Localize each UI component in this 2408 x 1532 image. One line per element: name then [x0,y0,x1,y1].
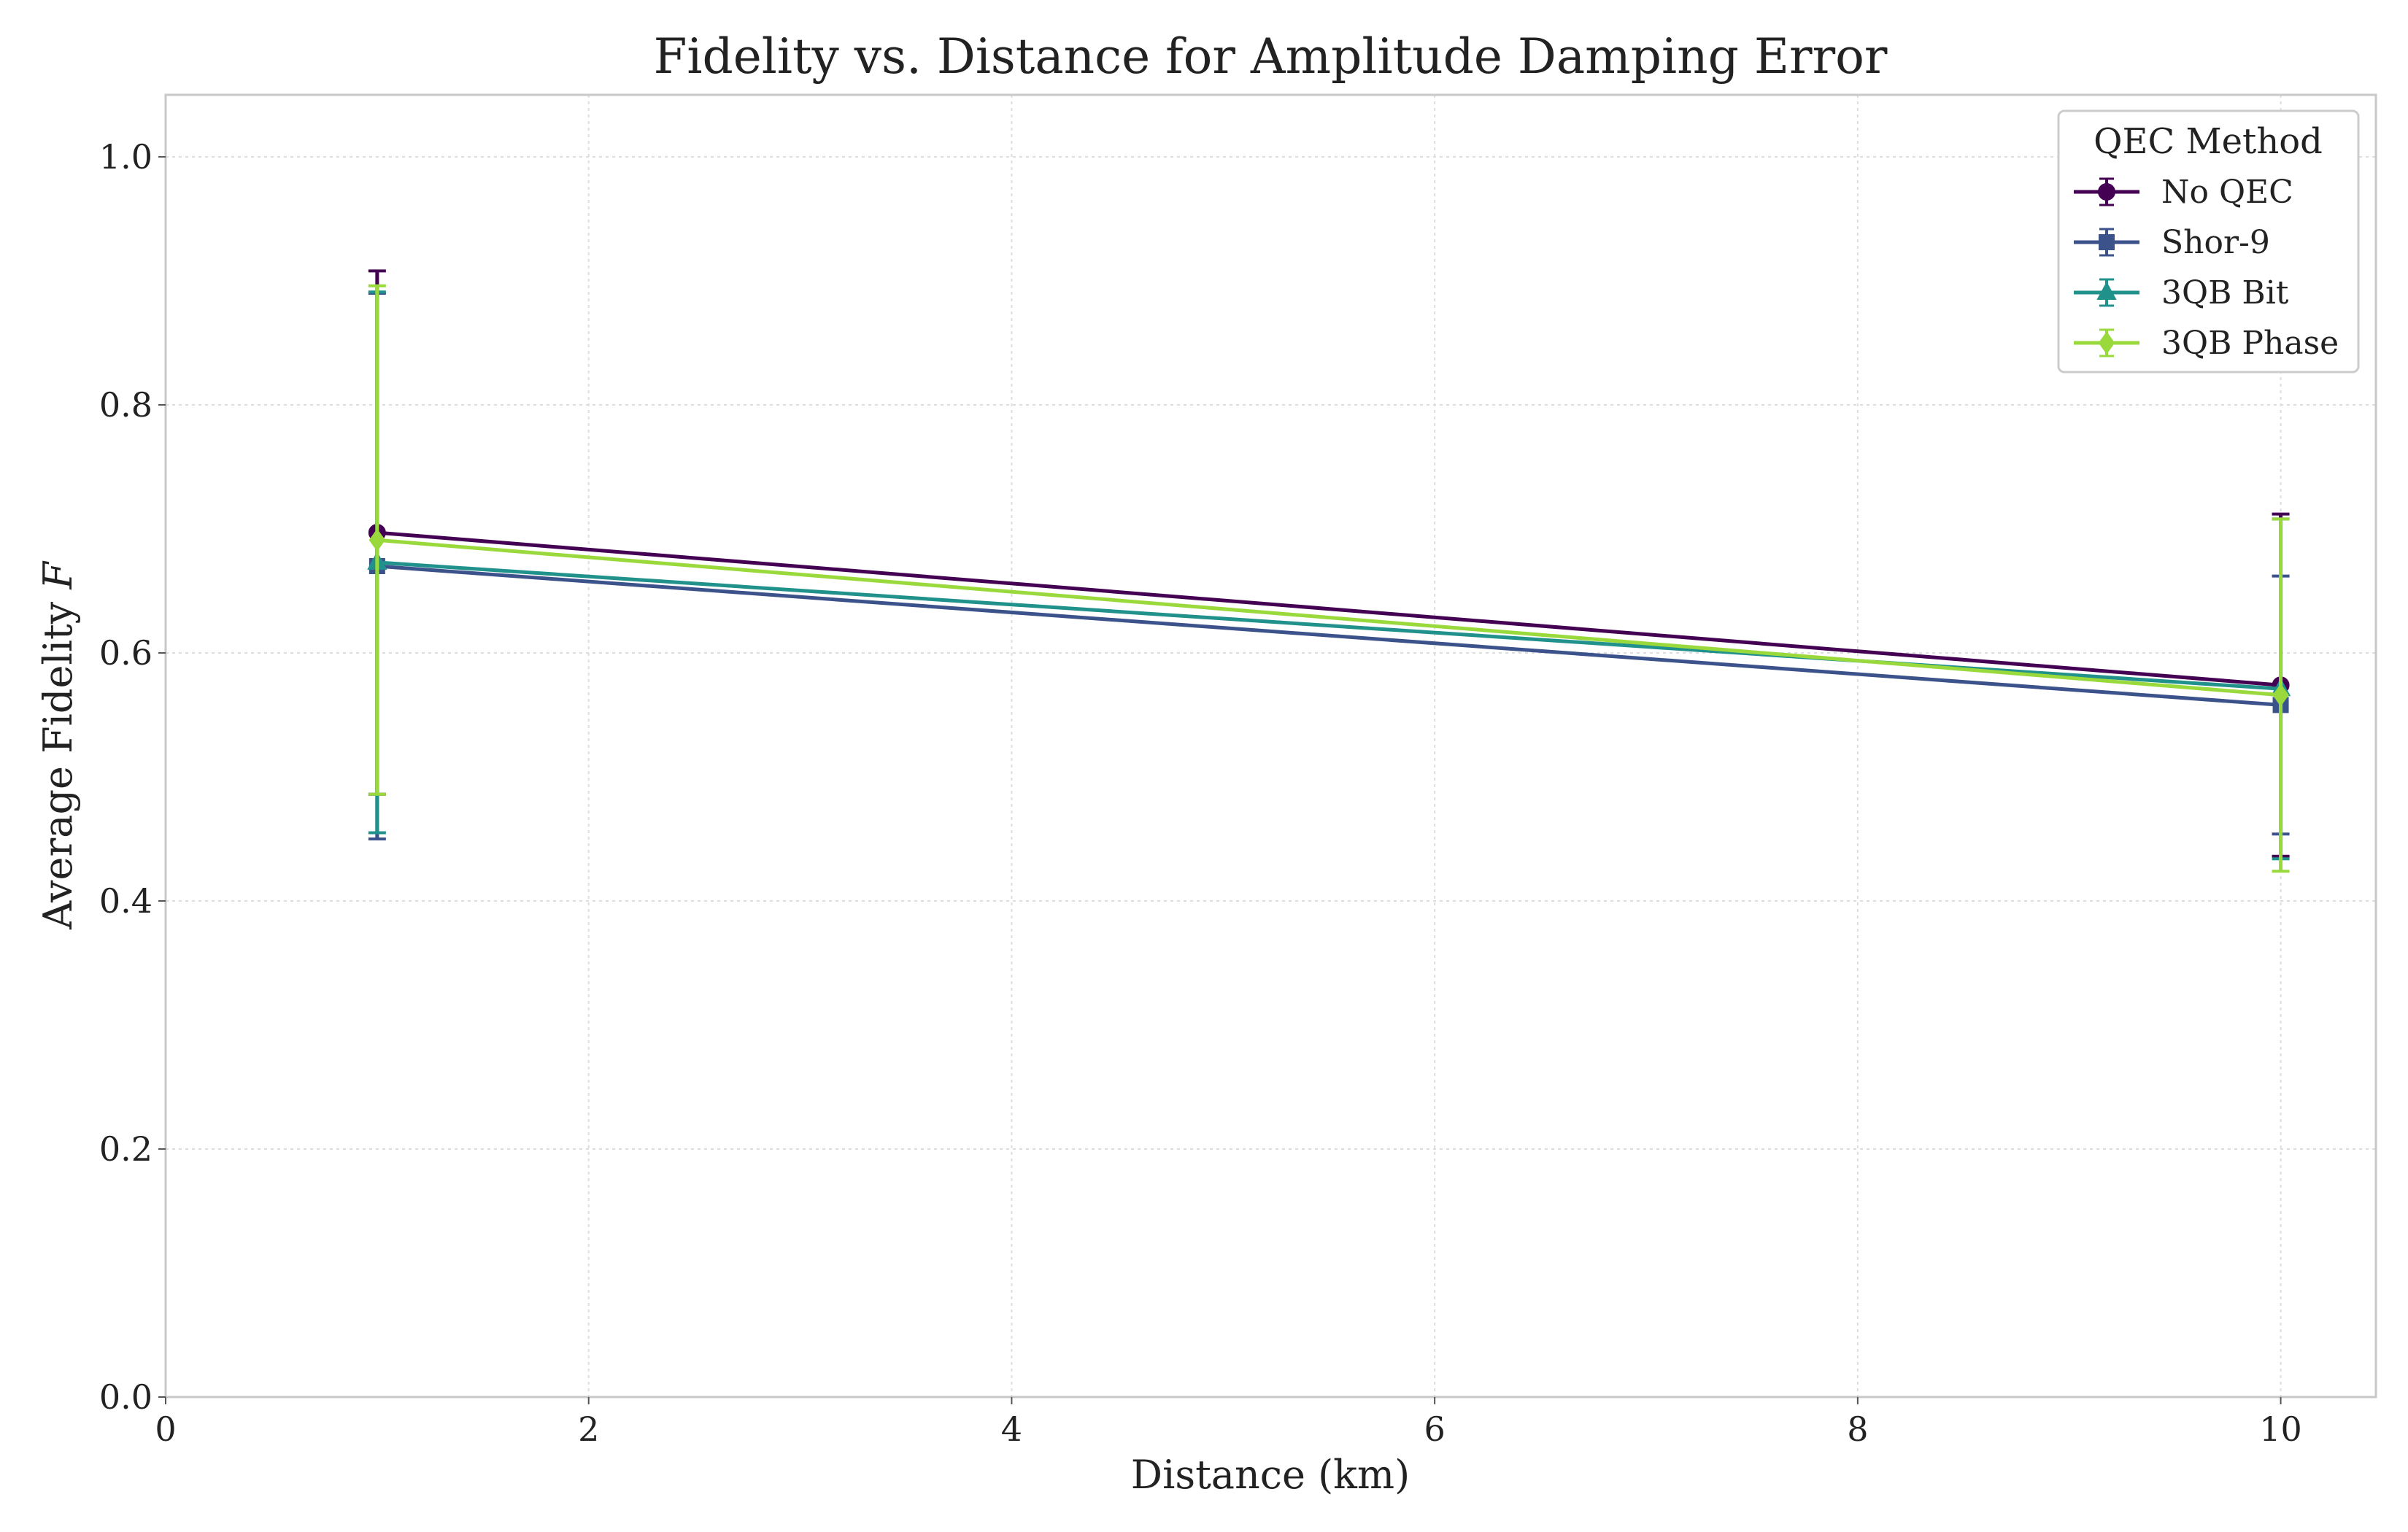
data-point [2272,684,2289,707]
y-tick-label: 0.0 [99,1377,153,1417]
legend-marker [2099,234,2115,250]
legend-marker [2096,281,2117,300]
x-tick-label: 10 [2259,1409,2302,1449]
series-line [377,564,2281,707]
y-axis-label: Average Fidelity F [35,560,81,930]
x-tick-label: 6 [1424,1409,1445,1449]
legend: QEC Method No QEC Shor-9 3QB Bit 3QB Phase [2057,109,2360,374]
legend-marker [2098,183,2115,201]
y-axis-label-symbol: F [35,560,81,590]
series-layer [367,269,2291,873]
legend-item: 3QB Bit [2074,274,2289,312]
y-tick-label: 1.0 [99,137,153,177]
plot-frame [164,93,2377,1398]
legend-item: 3QB Phase [2074,325,2339,362]
y-axis: 0.0 0.2 0.4 0.6 0.8 1.0 [99,137,166,1417]
grid [165,95,2376,1398]
legend-item: Shor-9 [2074,224,2270,261]
legend-marker [2098,331,2115,355]
legend-label: Shor-9 [2161,224,2270,261]
x-axis-label: Distance (km) [1131,1452,1410,1498]
series-3qb-phase [368,284,2290,873]
legend-label: 3QB Phase [2161,325,2339,362]
legend-box [2057,109,2360,374]
y-tick-label: 0.2 [99,1129,153,1169]
data-point [368,528,386,552]
x-tick-label: 8 [1847,1409,1868,1449]
legend-label: 3QB Bit [2161,274,2289,312]
series-shor-9 [368,292,2290,840]
x-axis: 0 2 4 6 8 10 [155,1397,2302,1449]
y-tick-label: 0.8 [99,385,153,425]
chart-title: Fidelity vs. Distance for Amplitude Damp… [654,28,1888,85]
legend-item: No QEC [2074,174,2293,211]
x-tick-label: 2 [578,1409,599,1449]
series-line [377,560,2281,691]
x-tick-label: 4 [1001,1409,1022,1449]
legend-label: No QEC [2161,174,2293,211]
y-tick-label: 0.6 [99,633,153,673]
x-tick-label: 0 [155,1409,176,1449]
y-tick-label: 0.4 [99,881,153,921]
series-line [377,538,2281,697]
y-axis-label-text: Average Fidelity [35,589,81,930]
legend-title: QEC Method [2094,121,2323,162]
legend-items: No QEC Shor-9 3QB Bit 3QB Phase [2074,174,2339,362]
series-line [377,530,2281,687]
series-3qb-bit [367,290,2291,861]
